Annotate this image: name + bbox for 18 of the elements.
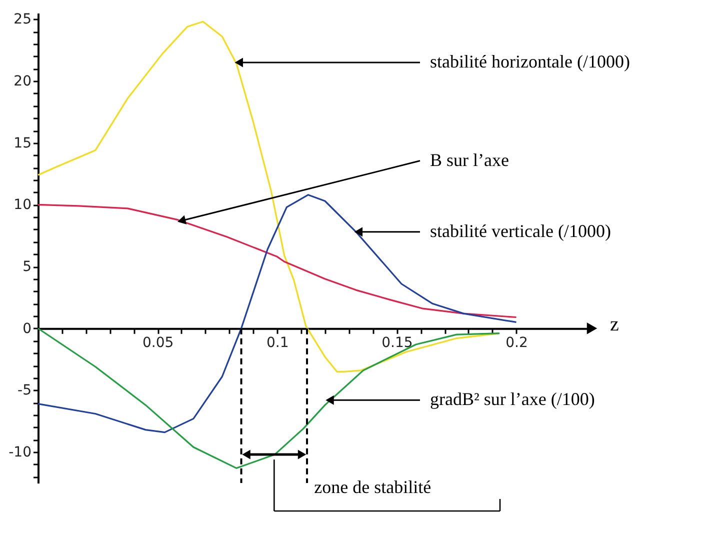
annotation: gradB² sur l’axe (/100) — [430, 389, 595, 410]
y-tick-label: 20 — [14, 74, 32, 90]
y-tick-label: 25 — [14, 12, 32, 28]
annotation: stabilité verticale (/1000) — [430, 220, 611, 241]
annotation: B sur l’axe — [430, 150, 509, 170]
y-tick-label: 15 — [14, 135, 32, 152]
x-tick-label: 0.1 — [266, 334, 289, 351]
x-tick-label: 0.05 — [142, 334, 174, 351]
y-tick-label: -10 — [8, 444, 32, 461]
y-tick-label: -5 — [18, 382, 32, 399]
y-tick-label: 10 — [14, 197, 32, 214]
annotation: stabilité horizontale (/1000) — [430, 51, 630, 72]
annotation: zone de stabilité — [314, 477, 432, 497]
x-tick-label: 0.2 — [506, 334, 528, 351]
y-tick-label: 0 — [22, 320, 32, 337]
x-axis-title: z — [610, 313, 619, 336]
y-tick-label: 5 — [22, 259, 32, 276]
x-tick-label: 0.15 — [382, 334, 413, 351]
